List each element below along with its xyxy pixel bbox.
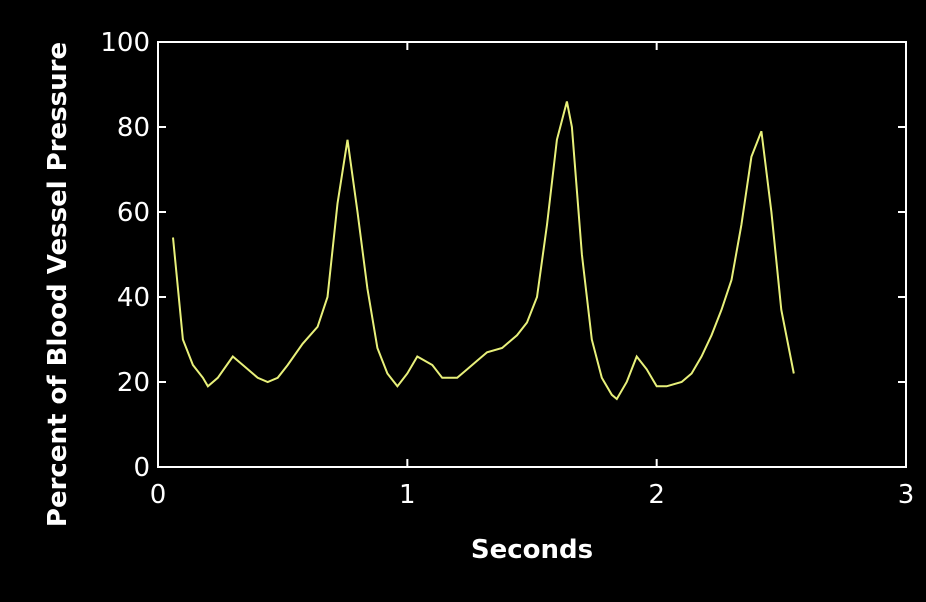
x-tick-label: 3 (898, 480, 915, 510)
x-tick-label: 1 (399, 480, 416, 510)
pressure-series-line (172, 101, 795, 401)
axis-tick-labels: 0 1 2 3 0 20 40 60 80 100 (100, 28, 914, 510)
y-tick-label: 80 (117, 113, 150, 143)
plot-frame (157, 41, 907, 468)
x-axis-title: Seconds (471, 535, 593, 565)
x-tick-label: 2 (648, 480, 665, 510)
y-tick-label: 100 (100, 28, 150, 58)
y-tick-label: 40 (117, 283, 150, 313)
y-tick-label: 0 (133, 453, 150, 483)
x-tick-label: 0 (150, 480, 167, 510)
y-tick-label: 60 (117, 198, 150, 228)
axis-ticks (157, 41, 907, 468)
y-axis-title: Percent of Blood Vessel Pressure (43, 42, 73, 527)
y-tick-label: 20 (117, 368, 150, 398)
